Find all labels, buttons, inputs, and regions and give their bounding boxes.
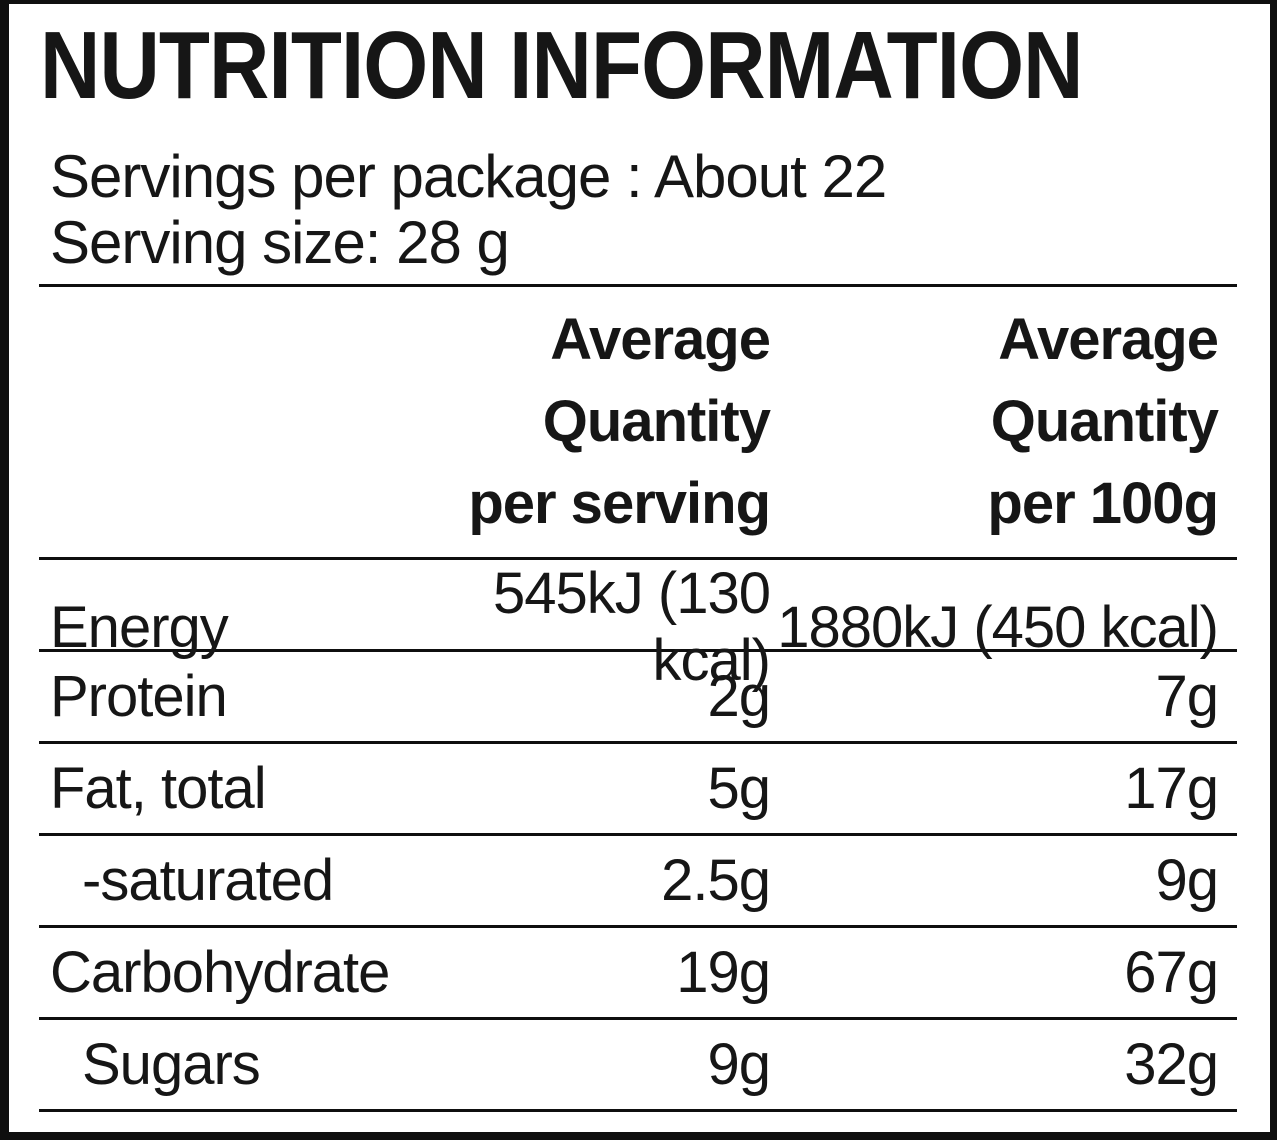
table-row-protein: Protein 2g 7g xyxy=(39,652,1237,744)
label-title: NUTRITION INFORMATION xyxy=(40,12,1083,119)
per-serving-value: 9g xyxy=(707,1032,771,1097)
nutrient-name-label: Sodium xyxy=(39,1130,370,1133)
per-100g-value: 9g xyxy=(1155,848,1219,913)
serving-info: Servings per package : About 22 Serving … xyxy=(50,144,1270,276)
per-100g-header-line2: per 100g xyxy=(987,471,1219,536)
per-100g-header-line1: Average Quantity xyxy=(990,307,1219,454)
table-row-energy: Energy 545kJ (130 kcal) 1880kJ (450 kcal… xyxy=(39,560,1237,693)
nutrition-table: Average Quantity per serving Average Qua… xyxy=(39,284,1237,1133)
nutrient-name-label: Carbohydrate xyxy=(50,940,390,1005)
per-100g-value: 17g xyxy=(1124,756,1219,821)
column-header-per-serving: Average Quantity per serving xyxy=(370,299,771,545)
table-row-sodium: Sodium 90mg 320mg xyxy=(39,1112,1237,1133)
per-100g-value: 32g xyxy=(1124,1032,1219,1097)
column-header-per-100g: Average Quantity per 100g xyxy=(770,299,1219,545)
per-serving-value: 19g xyxy=(676,940,771,1005)
per-100g-value: 67g xyxy=(1124,940,1219,1005)
table-row-carbohydrate: Carbohydrate 19g 67g xyxy=(39,928,1237,1020)
per-100g-value: 7g xyxy=(1155,664,1219,729)
table-row-fat-total: Fat, total 5g 17g xyxy=(39,744,1237,836)
nutrient-name-label: Protein xyxy=(50,664,228,729)
per-serving-value: 545kJ (130 kcal) xyxy=(493,561,771,693)
nutrient-name-label: -saturated xyxy=(82,848,334,913)
nutrient-name-label: Sugars xyxy=(82,1032,261,1097)
per-serving-header-line2: per serving xyxy=(468,471,771,536)
per-100g-value: 1880kJ (450 kcal) xyxy=(777,594,1219,660)
servings-per-package-text: Servings per package : About 22 xyxy=(50,143,887,210)
table-row-saturated-fat: -saturated 2.5g 9g xyxy=(39,836,1237,928)
per-serving-value: 2.5g xyxy=(661,848,771,913)
nutrient-name-label: Energy xyxy=(50,594,229,660)
serving-size-text: Serving size: 28 g xyxy=(50,209,510,276)
per-serving-value: 2g xyxy=(707,664,771,729)
nutrient-name-label: Fat, total xyxy=(50,756,267,821)
per-serving-value: 5g xyxy=(707,756,771,821)
table-header-row: Average Quantity per serving Average Qua… xyxy=(39,284,1237,560)
per-serving-value: 90mg xyxy=(370,1130,771,1133)
per-100g-value: 320mg xyxy=(770,1130,1219,1133)
table-row-sugars: Sugars 9g 32g xyxy=(39,1020,1237,1112)
per-serving-header-line1: Average Quantity xyxy=(542,307,771,454)
